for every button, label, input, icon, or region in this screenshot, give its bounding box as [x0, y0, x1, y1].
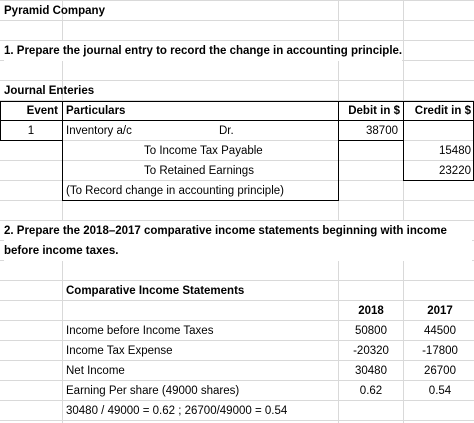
question: 2. Prepare the 2018–2017 comparative inc… [4, 221, 472, 261]
year: 2018 [358, 305, 384, 317]
account: To Retained Earnings [144, 165, 254, 177]
header: Particulars [66, 105, 126, 117]
row-label: Net Income [66, 365, 125, 377]
note: 30480 / 49000 = 0.62 ; 26700/49000 = 0.5… [66, 405, 288, 417]
amount: 30480 [355, 365, 387, 377]
header: Credit in $ [414, 105, 471, 117]
section-title: Comparative Income Statements [66, 285, 245, 297]
amount: 0.62 [359, 385, 383, 397]
credit: 23220 [439, 165, 471, 177]
credit: 15480 [439, 145, 471, 157]
grid-line [338, 0, 339, 423]
grid-line [62, 0, 63, 423]
header: Event [26, 105, 58, 117]
amount: -17800 [422, 345, 458, 357]
amount: 50800 [355, 325, 387, 337]
event: 1 [27, 125, 35, 137]
account: To Income Tax Payable [144, 145, 263, 157]
amount: 44500 [424, 325, 456, 337]
account: Inventory a/c [66, 125, 132, 137]
year: 2017 [427, 305, 453, 317]
row-label: Earning Per share (49000 shares) [66, 385, 240, 397]
amount: 26700 [424, 365, 456, 377]
header: Debit in $ [348, 105, 400, 117]
amount: -20320 [353, 345, 389, 357]
dr: Dr. [219, 125, 234, 137]
debit: 38700 [366, 125, 398, 137]
row-label: Income Tax Expense [66, 345, 173, 357]
section-title: Journal Enteries [4, 85, 95, 97]
amount: 0.54 [428, 385, 452, 397]
narration: (To Record change in accounting principl… [66, 185, 284, 197]
title: Pyramid Company [4, 5, 105, 17]
row-label: Income before Income Taxes [66, 325, 214, 337]
grid-line [403, 0, 404, 423]
question: 1. Prepare the journal entry to record t… [4, 41, 403, 61]
